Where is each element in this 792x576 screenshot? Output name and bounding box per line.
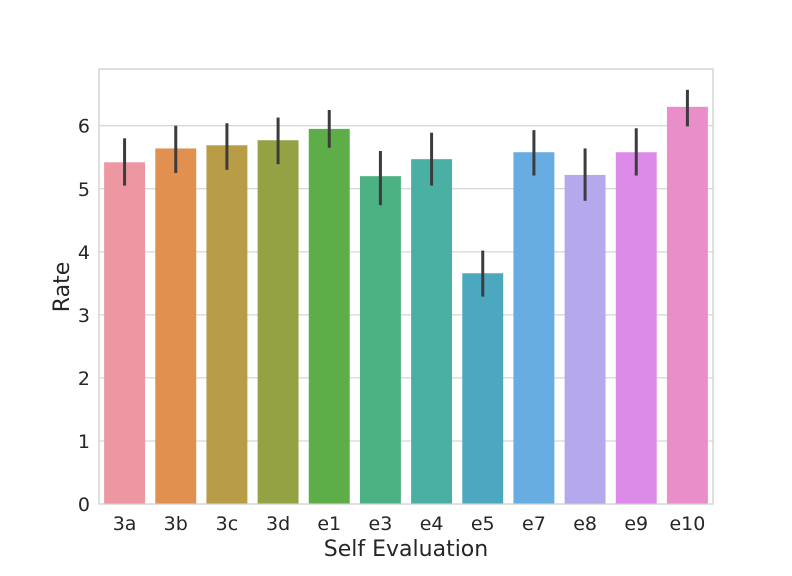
y-tick-label: 1 <box>78 431 90 453</box>
y-axis-label: Rate <box>50 262 75 312</box>
bar-e1 <box>308 128 350 505</box>
bar-e3 <box>359 176 401 504</box>
bar-e4 <box>411 159 453 505</box>
x-tick-label-e1: e1 <box>317 513 341 535</box>
x-tick-label-e9: e9 <box>624 513 648 535</box>
x-tick-labels: 3a 3b 3c 3d e1 e3 e4 e5 e7 e8 e9 e10 <box>113 513 706 535</box>
bar-3a <box>104 162 146 504</box>
x-tick-label-e8: e8 <box>573 513 597 535</box>
error-bars <box>123 89 689 297</box>
x-tick-label-e7: e7 <box>522 513 546 535</box>
bar-e9 <box>615 152 657 504</box>
bar-3b <box>155 148 197 504</box>
bar-e7 <box>513 152 555 504</box>
bar-e10 <box>666 106 708 505</box>
bar-3c <box>206 145 248 505</box>
y-tick-labels: 0 1 2 3 4 5 6 <box>78 116 90 516</box>
x-axis-label: Self Evaluation <box>324 537 488 562</box>
x-tick-label-e4: e4 <box>420 513 444 535</box>
y-tick-label: 5 <box>78 179 90 201</box>
plot-frame <box>98 68 714 505</box>
x-tick-label-3d: 3d <box>266 513 290 535</box>
bar-e5 <box>462 273 504 504</box>
x-tick-label-3a: 3a <box>113 513 137 535</box>
y-tick-label: 3 <box>78 305 90 327</box>
bar-e8 <box>564 174 606 505</box>
bar-3d <box>257 140 299 504</box>
x-tick-label-e10: e10 <box>669 513 705 535</box>
y-tick-label: 0 <box>78 494 90 516</box>
plot-background <box>99 69 713 504</box>
y-tick-label: 2 <box>78 368 90 390</box>
y-tick-label: 4 <box>78 242 90 264</box>
bars <box>104 106 708 505</box>
x-tick-label-e5: e5 <box>471 513 495 535</box>
y-tick-label: 6 <box>78 116 90 138</box>
x-tick-label-e3: e3 <box>369 513 393 535</box>
x-tick-label-3b: 3b <box>164 513 188 535</box>
x-tick-label-3c: 3c <box>216 513 239 535</box>
